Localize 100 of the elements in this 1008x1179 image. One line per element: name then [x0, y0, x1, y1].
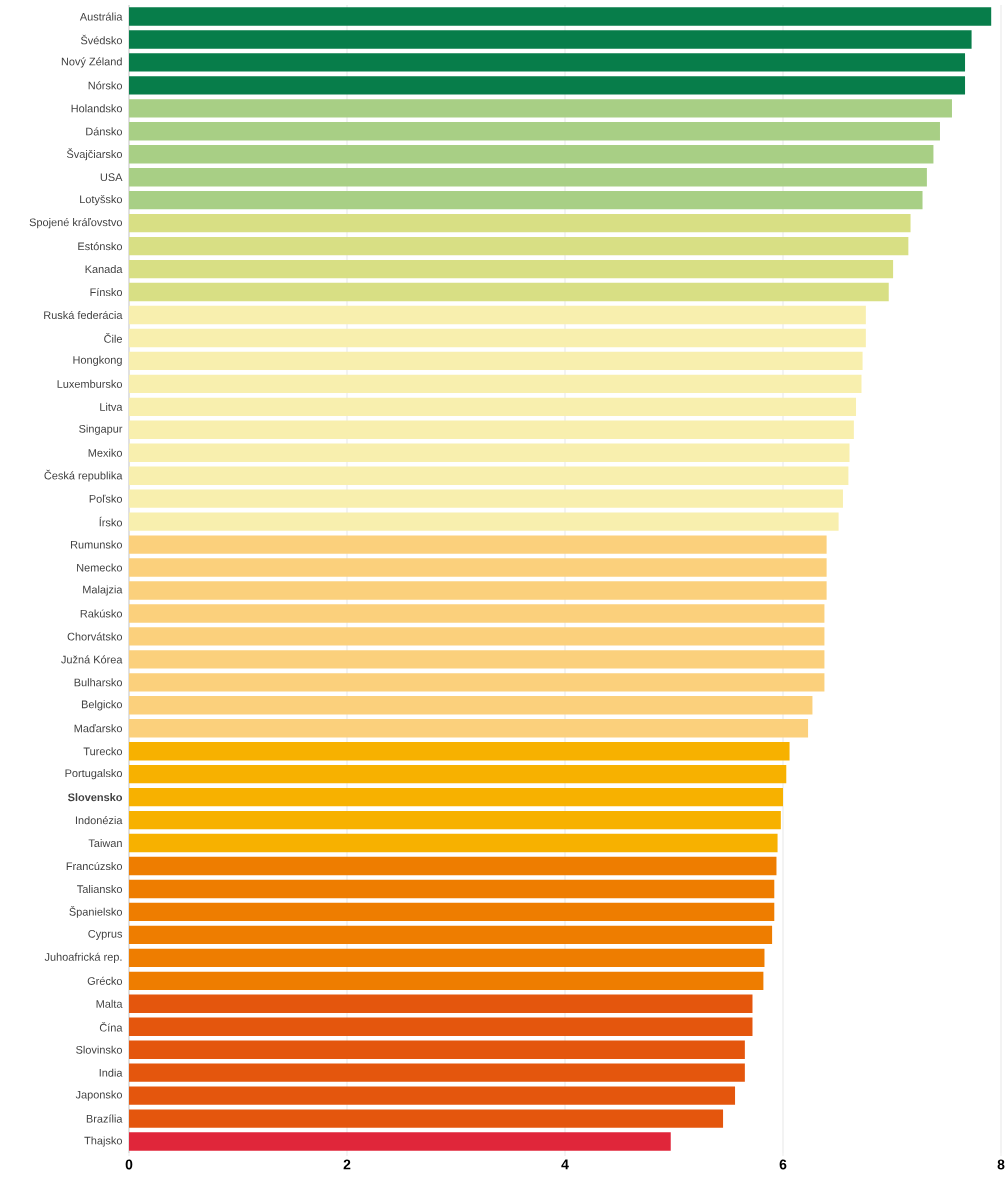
- bar: [128, 7, 992, 26]
- bar: [128, 374, 862, 394]
- y-tick-label: Taliansko: [76, 884, 122, 893]
- y-tick-label: Mexiko: [88, 448, 122, 457]
- bar: [128, 1109, 723, 1128]
- bar: [128, 1132, 671, 1151]
- y-tick-label: Čile: [104, 333, 122, 343]
- bar: [128, 443, 850, 462]
- y-tick-label: Nemecko: [77, 563, 122, 572]
- y-tick-label: Švédsko: [80, 34, 122, 45]
- y-tick-label: Hongkong: [73, 355, 122, 366]
- bar: [128, 466, 849, 485]
- bar: [128, 902, 775, 922]
- y-tick-label: Poľsko: [89, 494, 122, 503]
- bar: [128, 236, 909, 256]
- bar: [128, 145, 934, 164]
- y-tick-label: Čína: [99, 1021, 123, 1032]
- x-tick-label: 8: [997, 1159, 1005, 1170]
- y-tick-label: Brazília: [86, 1114, 123, 1123]
- y-tick-label: Francúzsko: [66, 861, 122, 871]
- y-tick-label: India: [99, 1068, 123, 1077]
- y-tick-label: Ruská federácia: [44, 310, 123, 320]
- y-tick-label: Fínsko: [90, 287, 122, 297]
- bar: [128, 489, 843, 508]
- bar: [128, 259, 894, 279]
- y-tick-label: Litva: [100, 402, 123, 411]
- y-tick-label: Malta: [96, 999, 123, 1008]
- bar: [128, 328, 866, 348]
- y-tick-label: Nový Zéland: [61, 57, 122, 68]
- bar: [128, 191, 923, 210]
- bar: [128, 282, 889, 302]
- y-tick-label: Austrália: [79, 12, 123, 21]
- bar: [128, 420, 854, 439]
- bar: [128, 833, 778, 853]
- x-tick-label: 0: [125, 1159, 133, 1170]
- bar: [128, 1063, 745, 1082]
- y-tick-label: Írsko: [99, 516, 122, 527]
- y-tick-label: Rakúsko: [80, 609, 122, 618]
- x-tick-label: 6: [779, 1159, 787, 1170]
- y-tick-label: Luxembursko: [57, 379, 122, 388]
- y-tick-label: Španielsko: [69, 906, 122, 918]
- y-tick-label: Kanada: [85, 265, 123, 274]
- bar: [128, 742, 790, 761]
- bar: [128, 604, 825, 623]
- y-tick-label: Indonézia: [75, 816, 123, 825]
- bar: [128, 925, 773, 945]
- y-tick-label: Malajzia: [83, 585, 123, 596]
- bar: [128, 1017, 753, 1036]
- y-tick-label: Spojené kráľovstvo: [29, 217, 122, 229]
- bar: [128, 30, 972, 49]
- y-tick-label: Južná Kórea: [61, 655, 123, 664]
- bar: [128, 719, 808, 738]
- y-tick-label: Dánsko: [86, 127, 122, 136]
- bar: [128, 397, 856, 417]
- bar: [128, 856, 777, 876]
- y-tick-label: Slovinsko: [75, 1045, 122, 1054]
- y-tick-label: Chorvátsko: [67, 632, 122, 641]
- y-tick-label: Taiwan: [88, 839, 122, 848]
- bar: [128, 627, 825, 646]
- y-tick-label: Portugalsko: [65, 769, 122, 780]
- y-tick-label: Rumunsko: [70, 540, 122, 549]
- y-tick-label: Belgicko: [81, 700, 122, 711]
- bar: [128, 810, 781, 830]
- bar: [128, 696, 813, 715]
- x-tick-label: 4: [561, 1159, 569, 1170]
- bar: [128, 971, 764, 990]
- y-tick-label: Grécko: [87, 976, 122, 985]
- y-tick-label: Estónsko: [78, 242, 122, 251]
- bar: [128, 787, 783, 807]
- bar: [128, 581, 827, 600]
- bar: [128, 535, 827, 554]
- bar: [128, 673, 825, 692]
- y-tick-label: Nórsko: [88, 81, 122, 90]
- bar: [128, 512, 839, 531]
- bar: [128, 168, 927, 187]
- y-tick-label: Cyprus: [88, 929, 122, 940]
- bar: [128, 558, 827, 577]
- bar: [128, 879, 775, 899]
- y-tick-label: Juhoafrická rep.: [44, 952, 122, 964]
- bar: [128, 213, 911, 233]
- bar: [128, 99, 952, 118]
- y-tick-label: Turecko: [83, 747, 122, 756]
- bar: [128, 1086, 735, 1105]
- y-tick-label: Česká republika: [44, 469, 123, 482]
- bar: [128, 994, 753, 1013]
- bar: [128, 1040, 745, 1059]
- y-tick-label: Švajčiarsko: [66, 148, 122, 161]
- y-tick-label: Holandsko: [71, 104, 122, 113]
- y-tick-label: Lotyšsko: [80, 195, 122, 206]
- bar: [128, 76, 965, 95]
- y-tick-label: Maďarsko: [74, 724, 122, 733]
- bar: [128, 53, 965, 72]
- bar: [128, 351, 863, 371]
- bar: [128, 948, 765, 968]
- bar: [128, 650, 825, 669]
- y-tick-label: Bulharsko: [74, 678, 122, 687]
- bar: [128, 122, 940, 141]
- y-tick-label: USA: [100, 173, 123, 182]
- y-tick-label: Slovensko: [67, 793, 122, 802]
- bar: [128, 764, 787, 784]
